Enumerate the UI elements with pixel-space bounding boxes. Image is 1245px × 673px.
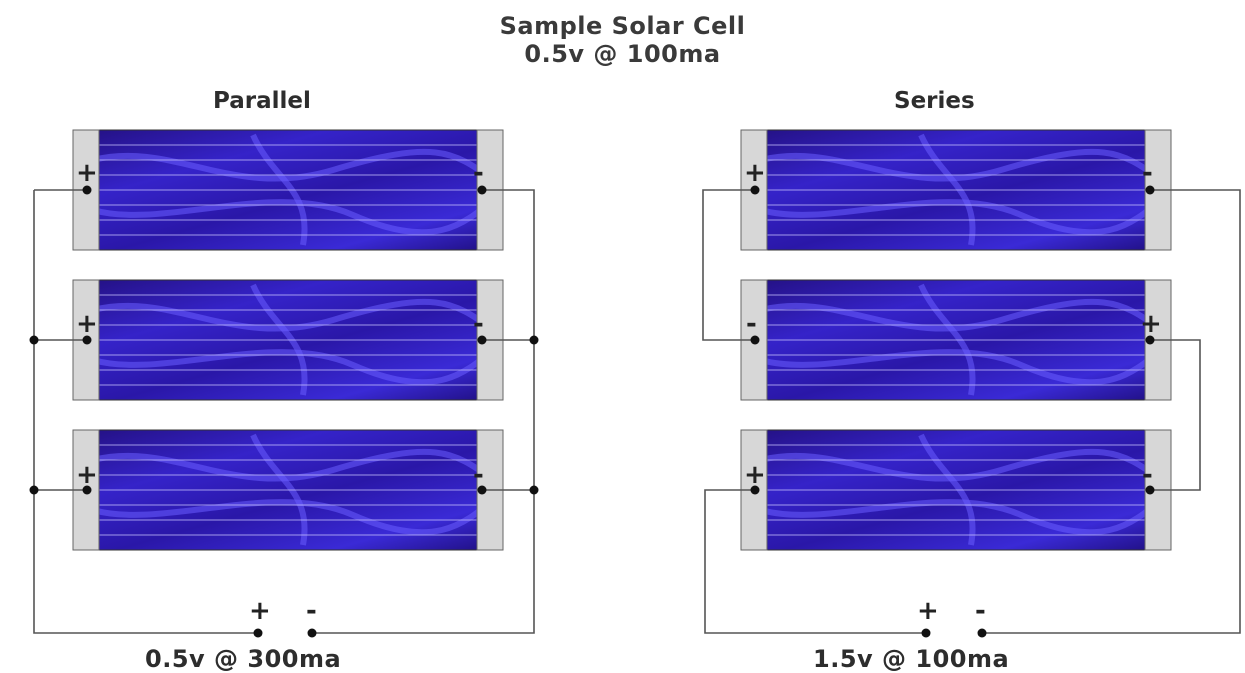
parallel-cell-3-right-sign: -: [473, 460, 484, 490]
series-cell-3-right-terminal: [1145, 485, 1155, 495]
parallel-cell-1-streak-1: [92, 148, 495, 183]
parallel-cell-2-right-sign: -: [473, 309, 484, 339]
series-output-rating: 1.5v @ 100ma: [813, 645, 1010, 673]
series-cell-3-streak-1: [760, 448, 1163, 483]
parallel-cell-3-right-terminal: [477, 485, 487, 495]
series-cell-2-left-sign: -: [746, 309, 757, 339]
diagram-title: Sample Solar Cell: [499, 12, 746, 40]
series-cell-2-right-sign: +: [1140, 309, 1162, 339]
parallel-output-positive-terminal: [253, 628, 263, 638]
series-cell-3-right-sign: -: [1142, 460, 1153, 490]
parallel-cell-3-left-sign: +: [76, 460, 98, 490]
series-cell-2-streak-1: [760, 298, 1163, 333]
series-cell-1-left-sign: +: [744, 158, 766, 188]
series-cell-3-streak-2: [760, 497, 1163, 536]
parallel-output-rating: 0.5v @ 300ma: [145, 645, 342, 673]
series-cell-2-streak-3: [918, 283, 976, 396]
parallel-cell-2-right-terminal: [477, 335, 487, 345]
diagram-subtitle: 0.5v @ 100ma: [524, 40, 721, 68]
parallel-heading: Parallel: [213, 88, 311, 114]
parallel-output-negative-terminal: [307, 628, 317, 638]
parallel-cell-2-streak-1: [92, 298, 495, 333]
series-cell-1-streak-3: [918, 133, 976, 246]
parallel-cell-2-streak-2: [92, 347, 495, 386]
parallel-left-junction-3: [29, 485, 39, 495]
series-wire-1-2: [702, 189, 755, 341]
parallel-output-positive-sign: +: [249, 596, 271, 626]
parallel-cell-2-streak-3: [250, 283, 308, 396]
series-output-negative-terminal: [977, 628, 987, 638]
series-wire-output-negative: [982, 189, 1241, 634]
parallel-right-junction-2: [529, 335, 539, 345]
parallel-cell-3-streak-2: [92, 497, 495, 536]
series-wire-2-3: [1150, 339, 1201, 491]
series-cell-3-left-sign: +: [744, 460, 766, 490]
series-output-positive-terminal: [921, 628, 931, 638]
series-output-negative-sign: -: [975, 596, 986, 626]
series-cell-2-streak-2: [760, 347, 1163, 386]
series-cell-3-left-terminal: [750, 485, 760, 495]
parallel-cell-1-left-terminal: [82, 185, 92, 195]
parallel-cell-2-left-terminal: [82, 335, 92, 345]
parallel-cell-2-left-sign: +: [76, 309, 98, 339]
series-output-positive-sign: +: [917, 596, 939, 626]
parallel-right-junction-3: [529, 485, 539, 495]
series-cell-2-left-terminal: [750, 335, 760, 345]
parallel-output-negative-sign: -: [306, 596, 317, 626]
series-cell-1-right-terminal: [1145, 185, 1155, 195]
parallel-cell-1-right-terminal: [477, 185, 487, 195]
parallel-cell-3-left-terminal: [82, 485, 92, 495]
parallel-cell-1-streak-3: [250, 133, 308, 246]
parallel-wire-left-bus: [33, 190, 258, 634]
series-cell-1-right-sign: -: [1142, 158, 1153, 188]
series-cell-1-streak-2: [760, 197, 1163, 236]
parallel-wire-right-bus: [312, 189, 535, 634]
series-cell-1-streak-1: [760, 148, 1163, 183]
series-wire-output-positive: [704, 489, 926, 634]
parallel-cell-1-left-sign: +: [76, 158, 98, 188]
series-cell-2-right-terminal: [1145, 335, 1155, 345]
parallel-cell-3-streak-1: [92, 448, 495, 483]
parallel-cell-1-right-sign: -: [473, 158, 484, 188]
parallel-cell-3-streak-3: [250, 433, 308, 546]
parallel-left-junction-2: [29, 335, 39, 345]
parallel-cell-1-streak-2: [92, 197, 495, 236]
series-heading: Series: [894, 88, 975, 114]
series-cell-3-streak-3: [918, 433, 976, 546]
series-cell-1-left-terminal: [750, 185, 760, 195]
